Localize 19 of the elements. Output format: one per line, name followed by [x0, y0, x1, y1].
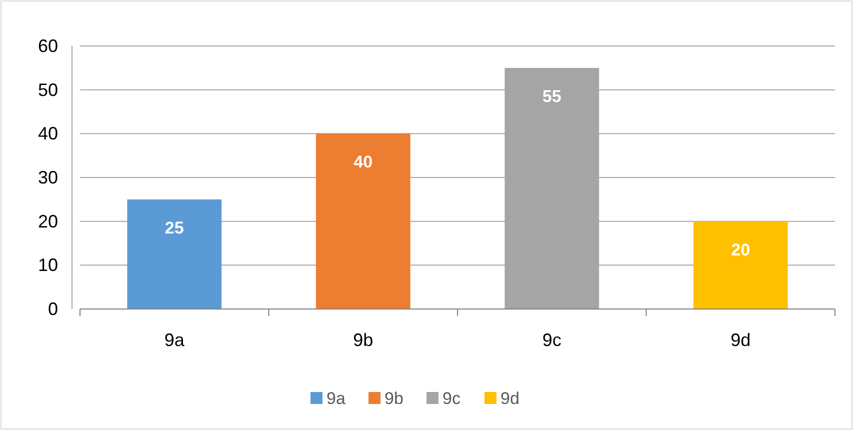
- x-tick-label: 9d: [730, 330, 751, 350]
- y-tick-label: 10: [38, 255, 58, 276]
- data-label: 40: [354, 152, 373, 172]
- data-label: 20: [731, 240, 750, 260]
- legend-label: 9a: [326, 389, 346, 408]
- legend-label: 9c: [442, 389, 461, 408]
- legend-label: 9b: [384, 389, 404, 408]
- x-tick-label: 9b: [353, 330, 374, 350]
- legend-label: 9d: [500, 389, 520, 408]
- y-tick-label: 0: [48, 299, 58, 319]
- y-tick-label: 40: [38, 124, 58, 144]
- y-tick-label: 60: [38, 36, 58, 56]
- x-tick-label: 9c: [542, 330, 562, 350]
- x-tick-label: 9a: [164, 330, 186, 350]
- y-tick-label: 50: [38, 80, 58, 100]
- y-tick-label: 30: [38, 168, 58, 188]
- data-label: 55: [542, 86, 562, 106]
- y-tick-label: 20: [38, 211, 58, 232]
- data-label: 25: [164, 218, 184, 238]
